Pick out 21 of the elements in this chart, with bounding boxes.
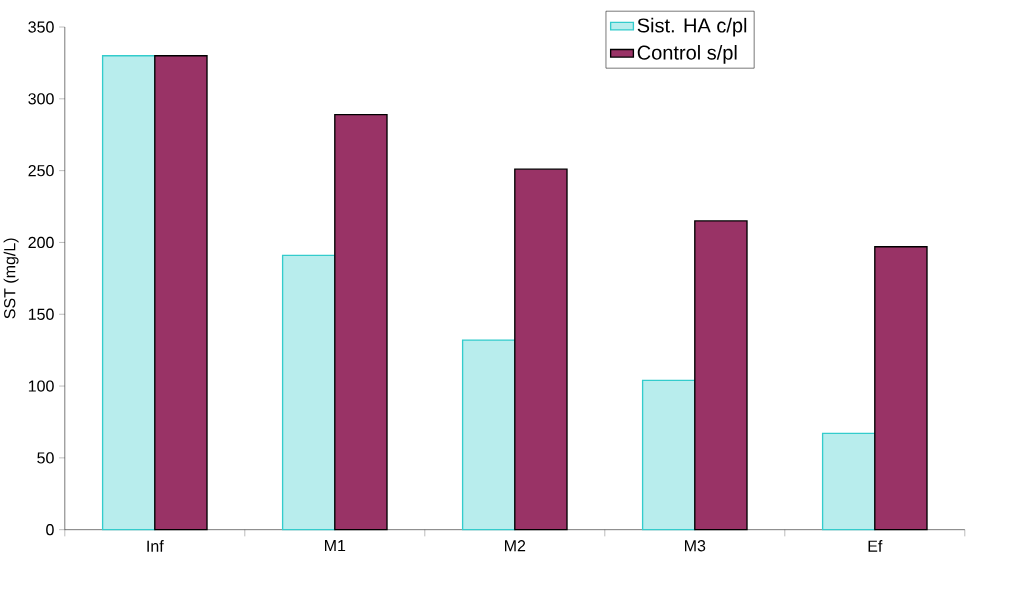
bar (821, 432, 876, 531)
y-tick-label: 200 (28, 236, 54, 249)
x-tick-label: Inf (147, 540, 164, 552)
bar (101, 55, 156, 531)
y-tick-label: 300 (28, 93, 54, 105)
y-tick-label: 0 (46, 524, 54, 536)
legend-label: Control s/pl (637, 45, 737, 64)
bar (461, 339, 516, 531)
bar (641, 379, 696, 531)
y-tick-label: 250 (28, 164, 54, 177)
legend-label: Sist. HA c/pl (637, 17, 747, 37)
y-tick-label: 150 (28, 308, 54, 320)
y-tick-label: 100 (28, 380, 54, 392)
y-tick-label: 350 (28, 21, 54, 33)
x-tick-label: Ef (868, 540, 883, 552)
bar (281, 254, 336, 531)
y-axis-title: SST (mg/L) (3, 238, 19, 319)
x-tick-label: M3 (685, 540, 706, 552)
y-tick-label: 50 (37, 452, 54, 464)
x-tick-label: M1 (325, 540, 346, 552)
x-tick-label: M2 (505, 540, 526, 552)
